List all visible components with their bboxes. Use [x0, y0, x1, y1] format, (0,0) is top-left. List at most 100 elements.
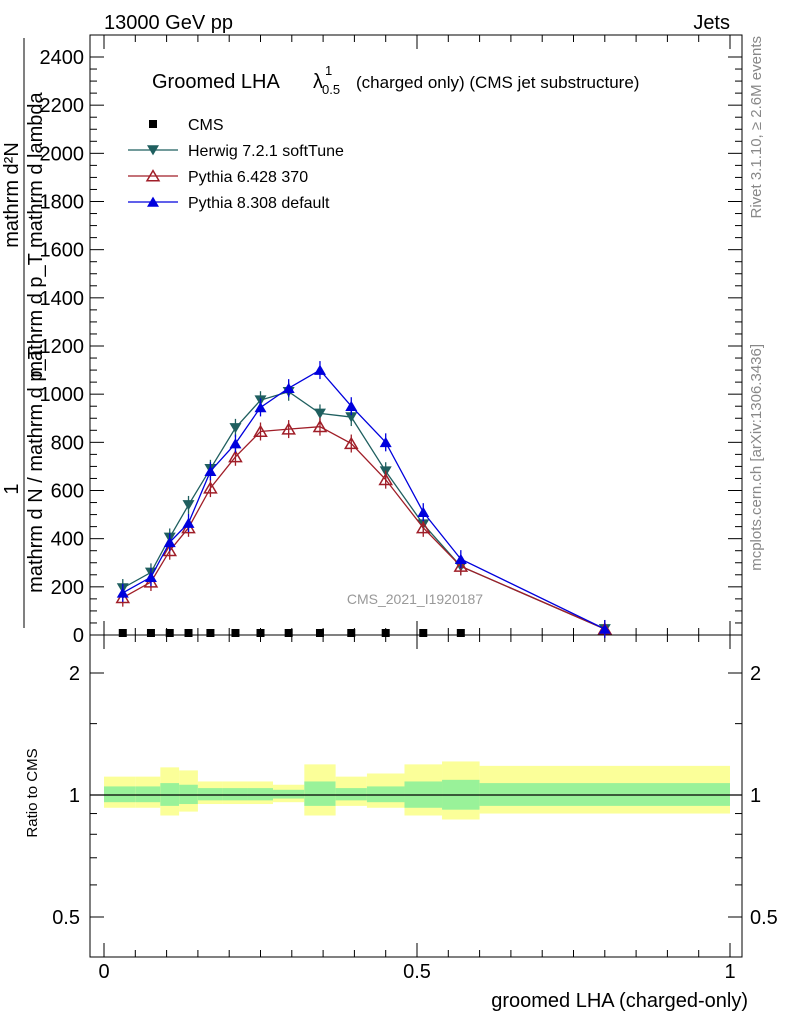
data-point — [343, 436, 359, 450]
ratio-layer — [90, 761, 742, 820]
data-point — [282, 382, 295, 393]
y-tick-label: 200 — [51, 577, 84, 599]
data-point — [598, 623, 611, 634]
data-point — [313, 364, 326, 375]
data-point — [347, 629, 356, 637]
ratio-tick-label: 1 — [69, 785, 80, 807]
ratio-tick-label-right: 2 — [750, 663, 761, 685]
data-point — [456, 629, 465, 637]
data-point — [256, 629, 265, 637]
data-point — [345, 412, 358, 423]
legend-entry: Herwig 7.2.1 softTune — [128, 143, 344, 160]
y-tick-label: 1600 — [40, 240, 85, 262]
y-axis-label-line-2: mathrm d N / mathrm d p_T — [25, 347, 47, 593]
y-tick-label: 600 — [51, 481, 84, 503]
y-tick-label: 1400 — [40, 288, 85, 310]
ratio-panel-frame — [89, 634, 743, 958]
legend-entry: Pythia 6.428 370 — [128, 169, 308, 186]
data-point — [231, 629, 240, 637]
y-tick-label: 1200 — [40, 336, 85, 358]
legend-label: CMS — [188, 117, 224, 134]
legend-label: Pythia 6.428 370 — [188, 169, 308, 186]
data-point — [419, 629, 428, 637]
data-point — [415, 520, 431, 534]
plot-title-suffix: (charged only) (CMS jet substructure) — [356, 73, 639, 92]
y-tick-label: 2200 — [40, 95, 85, 117]
legend-marker — [147, 145, 159, 156]
ratio-y-axis-label: Ratio to CMS — [24, 748, 41, 837]
energy-label: 13000 GeV pp — [104, 12, 233, 34]
data-point — [254, 402, 267, 413]
ratio-tick-label-right: 1 — [750, 785, 761, 807]
data-point — [417, 506, 430, 517]
series-pythia-8-308-default — [116, 361, 611, 638]
legend-marker — [145, 169, 161, 182]
data-point — [228, 449, 243, 463]
x-axis-label: groomed LHA (charged-only) — [491, 990, 748, 1012]
data-point — [182, 500, 195, 511]
y-tick-label: 2000 — [40, 143, 85, 165]
ratio-band-inner — [247, 788, 274, 801]
data-point — [165, 629, 174, 637]
y-tick-label: 800 — [51, 432, 84, 454]
series-line — [122, 369, 606, 630]
legend-marker — [149, 120, 157, 128]
ratio-tick-label: 0.5 — [52, 907, 80, 929]
plot-title-symbol: λ — [313, 71, 323, 93]
data-point — [182, 517, 195, 528]
legend-label: Pythia 8.308 default — [188, 195, 330, 212]
data-point — [454, 553, 467, 564]
data-point — [378, 472, 394, 486]
legend-label: Herwig 7.2.1 softTune — [188, 143, 344, 160]
x-tick-label: 1 — [724, 961, 735, 983]
data-point — [163, 536, 176, 548]
data-point — [229, 423, 242, 434]
legend: CMS Herwig 7.2.1 softTune Pythia 6.428 370… — [128, 117, 344, 212]
series-layer — [115, 361, 613, 638]
y-tick-label: 400 — [51, 529, 84, 551]
data-point — [345, 400, 358, 412]
ratio-axes: 0.5 0.5 1 1 2 2 — [52, 663, 778, 929]
ratio-tick-label-right: 0.5 — [750, 907, 778, 929]
ratio-band-inner — [366, 786, 405, 803]
ratio-band-inner — [135, 786, 161, 803]
data-point — [381, 629, 390, 637]
data-point — [184, 629, 193, 637]
plot-title: Groomed LHA λ 1 0.5 (charged only) (CMS … — [152, 63, 639, 97]
data-point — [281, 422, 296, 435]
data-point — [206, 629, 215, 637]
legend-marker — [147, 196, 159, 207]
data-point — [453, 559, 469, 572]
y-tick-label: 0 — [73, 625, 84, 647]
data-point — [229, 438, 242, 449]
data-point — [162, 543, 178, 557]
main-axes: 0 200 400 600 800 1000 1200 1400 1600 1800 2000 220… — [40, 35, 742, 983]
y-axis-label-prefix: 1 — [1, 483, 23, 494]
data-point — [116, 587, 129, 598]
data-point — [313, 408, 326, 419]
data-point — [312, 419, 328, 433]
series-cms — [118, 629, 465, 637]
data-point — [146, 629, 155, 637]
y-axis-label: 1 mathrm d²N mathrm d p_T mathrm d lambd… — [1, 38, 47, 628]
plot-title-sup: 1 — [325, 63, 332, 78]
data-point — [379, 436, 392, 448]
analysis-id-label: CMS_2021_I1920187 — [347, 591, 483, 607]
ratio-band-inner — [273, 789, 305, 799]
legend-entry: Pythia 8.308 default — [128, 195, 330, 212]
rivet-version-label: Rivet 3.1.10, ≥ 2.6M events — [748, 36, 765, 219]
ratio-band-inner — [197, 788, 223, 801]
data-point — [284, 629, 293, 637]
ratio-band-inner — [335, 788, 367, 801]
data-point — [203, 481, 218, 494]
legend-entry: CMS — [149, 117, 224, 134]
y-tick-label: 2400 — [40, 47, 85, 69]
ratio-band-inner — [104, 786, 136, 803]
y-tick-label: 1000 — [40, 384, 85, 406]
y-axis-label-numerator: mathrm d²N — [1, 142, 23, 248]
data-point — [204, 465, 217, 477]
plot-title-main: Groomed LHA — [152, 71, 280, 93]
series-line — [122, 391, 606, 630]
x-tick-label: 0 — [98, 961, 109, 983]
